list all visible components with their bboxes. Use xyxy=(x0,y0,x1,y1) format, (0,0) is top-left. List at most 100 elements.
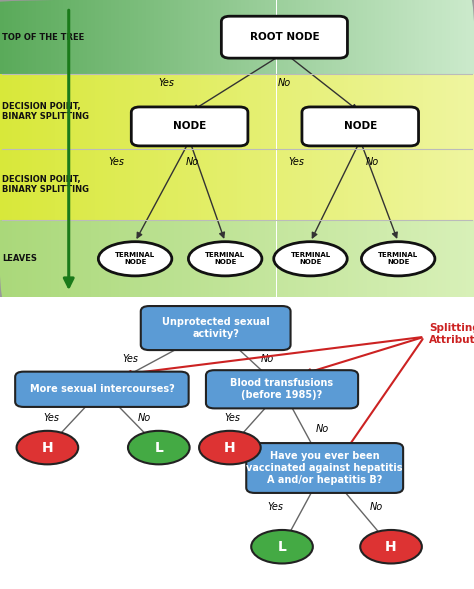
Bar xyxy=(103,220,107,297)
Bar xyxy=(178,220,182,297)
Bar xyxy=(178,148,182,220)
Bar xyxy=(138,0,142,74)
Bar xyxy=(20,148,24,220)
FancyBboxPatch shape xyxy=(221,16,347,58)
Bar xyxy=(281,148,284,220)
Bar xyxy=(32,220,36,297)
Bar xyxy=(399,0,403,74)
Text: TERMINAL
NODE: TERMINAL NODE xyxy=(205,252,245,265)
Bar xyxy=(39,0,44,74)
Text: No: No xyxy=(370,502,383,512)
Bar xyxy=(276,74,281,148)
Text: DECISION POINT,
BINARY SPLITTING: DECISION POINT, BINARY SPLITTING xyxy=(2,102,90,121)
Bar xyxy=(59,148,63,220)
Bar xyxy=(316,220,320,297)
Bar xyxy=(387,148,391,220)
Bar xyxy=(442,74,447,148)
Bar xyxy=(39,148,44,220)
Bar xyxy=(371,74,375,148)
Bar xyxy=(130,0,134,74)
Bar xyxy=(67,148,71,220)
Bar xyxy=(55,148,59,220)
Bar xyxy=(166,74,170,148)
Bar xyxy=(213,74,217,148)
Bar xyxy=(118,74,122,148)
Bar xyxy=(245,0,249,74)
Bar xyxy=(193,0,198,74)
FancyBboxPatch shape xyxy=(131,107,248,146)
Bar xyxy=(27,74,32,148)
Text: LEAVES: LEAVES xyxy=(2,254,37,263)
Text: L: L xyxy=(155,441,163,455)
Bar xyxy=(264,148,269,220)
Bar xyxy=(213,0,217,74)
Bar xyxy=(36,0,39,74)
Bar xyxy=(213,220,217,297)
Bar xyxy=(146,0,150,74)
Bar xyxy=(458,220,462,297)
Bar xyxy=(336,74,340,148)
Bar xyxy=(20,220,24,297)
Ellipse shape xyxy=(361,241,435,276)
Bar xyxy=(95,220,99,297)
Bar xyxy=(249,0,253,74)
Bar xyxy=(178,0,182,74)
Bar xyxy=(8,0,12,74)
Bar xyxy=(193,74,198,148)
Bar xyxy=(292,148,296,220)
Bar xyxy=(205,220,210,297)
Bar xyxy=(458,0,462,74)
Bar xyxy=(427,0,430,74)
Bar xyxy=(340,148,344,220)
Bar xyxy=(122,74,127,148)
FancyBboxPatch shape xyxy=(246,443,403,493)
Bar xyxy=(186,74,190,148)
Bar xyxy=(344,220,347,297)
Bar xyxy=(79,74,83,148)
Bar xyxy=(276,148,281,220)
Bar xyxy=(4,148,8,220)
Bar xyxy=(356,0,359,74)
Bar xyxy=(32,74,36,148)
Bar xyxy=(8,220,12,297)
Bar xyxy=(91,148,95,220)
Bar xyxy=(158,74,162,148)
Bar xyxy=(371,148,375,220)
Bar xyxy=(284,220,288,297)
Bar xyxy=(91,0,95,74)
Bar xyxy=(24,74,27,148)
Bar xyxy=(229,220,233,297)
Bar xyxy=(44,74,47,148)
Bar xyxy=(110,0,115,74)
Bar xyxy=(103,148,107,220)
Bar xyxy=(347,220,352,297)
Text: Yes: Yes xyxy=(158,78,174,88)
Bar xyxy=(107,74,110,148)
Bar xyxy=(292,220,296,297)
Bar xyxy=(296,220,300,297)
Bar xyxy=(134,0,138,74)
Bar xyxy=(107,148,110,220)
Bar xyxy=(438,0,442,74)
Bar xyxy=(462,220,466,297)
Bar xyxy=(300,0,304,74)
Bar xyxy=(344,148,347,220)
Bar xyxy=(435,74,438,148)
Bar xyxy=(454,74,458,148)
Bar xyxy=(435,0,438,74)
Bar xyxy=(395,148,399,220)
Text: TERMINAL
NODE: TERMINAL NODE xyxy=(378,252,418,265)
Bar xyxy=(67,220,71,297)
Bar xyxy=(225,74,229,148)
Bar xyxy=(264,0,269,74)
Bar xyxy=(55,0,59,74)
Bar xyxy=(122,220,127,297)
Bar xyxy=(205,148,210,220)
Bar xyxy=(320,0,324,74)
Bar xyxy=(324,148,328,220)
Bar xyxy=(39,220,44,297)
Bar xyxy=(27,148,32,220)
Bar xyxy=(427,220,430,297)
Bar xyxy=(221,148,225,220)
Bar xyxy=(261,0,264,74)
